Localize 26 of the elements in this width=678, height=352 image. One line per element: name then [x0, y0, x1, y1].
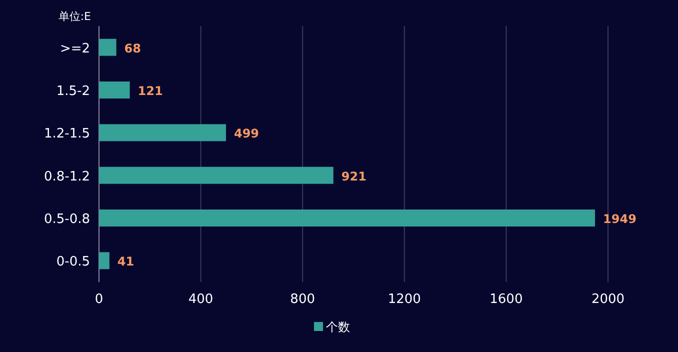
y-axis-title: 单位:E — [58, 10, 92, 23]
data-label: 41 — [117, 254, 134, 269]
legend-label: 个数 — [326, 320, 350, 334]
bar — [99, 38, 116, 56]
y-tick-label: 1.5-2 — [56, 84, 90, 99]
y-tick-label: >=2 — [60, 41, 90, 56]
y-tick-label: 1.2-1.5 — [44, 126, 90, 142]
data-label: 121 — [138, 84, 163, 98]
x-tick-label: 1600 — [490, 292, 523, 307]
bar — [99, 82, 130, 98]
bar — [99, 124, 226, 142]
x-tick-label: 0 — [94, 292, 104, 307]
bar — [99, 166, 334, 184]
bar — [99, 210, 596, 226]
x-tick-label: 800 — [290, 292, 316, 307]
y-tick-label: 0-0.5 — [56, 254, 90, 270]
x-tick-label: 1200 — [388, 292, 421, 307]
x-tick-label: 400 — [188, 292, 214, 307]
y-tick-label: 0.8-1.2 — [44, 169, 90, 184]
y-tick-label: 0.5-0.8 — [44, 212, 90, 227]
bar — [99, 252, 110, 270]
data-label: 1949 — [603, 212, 636, 226]
data-label: 921 — [341, 169, 366, 184]
data-label: 499 — [234, 126, 260, 141]
data-label: 68 — [124, 41, 142, 56]
x-tick-label: 2000 — [591, 292, 625, 307]
